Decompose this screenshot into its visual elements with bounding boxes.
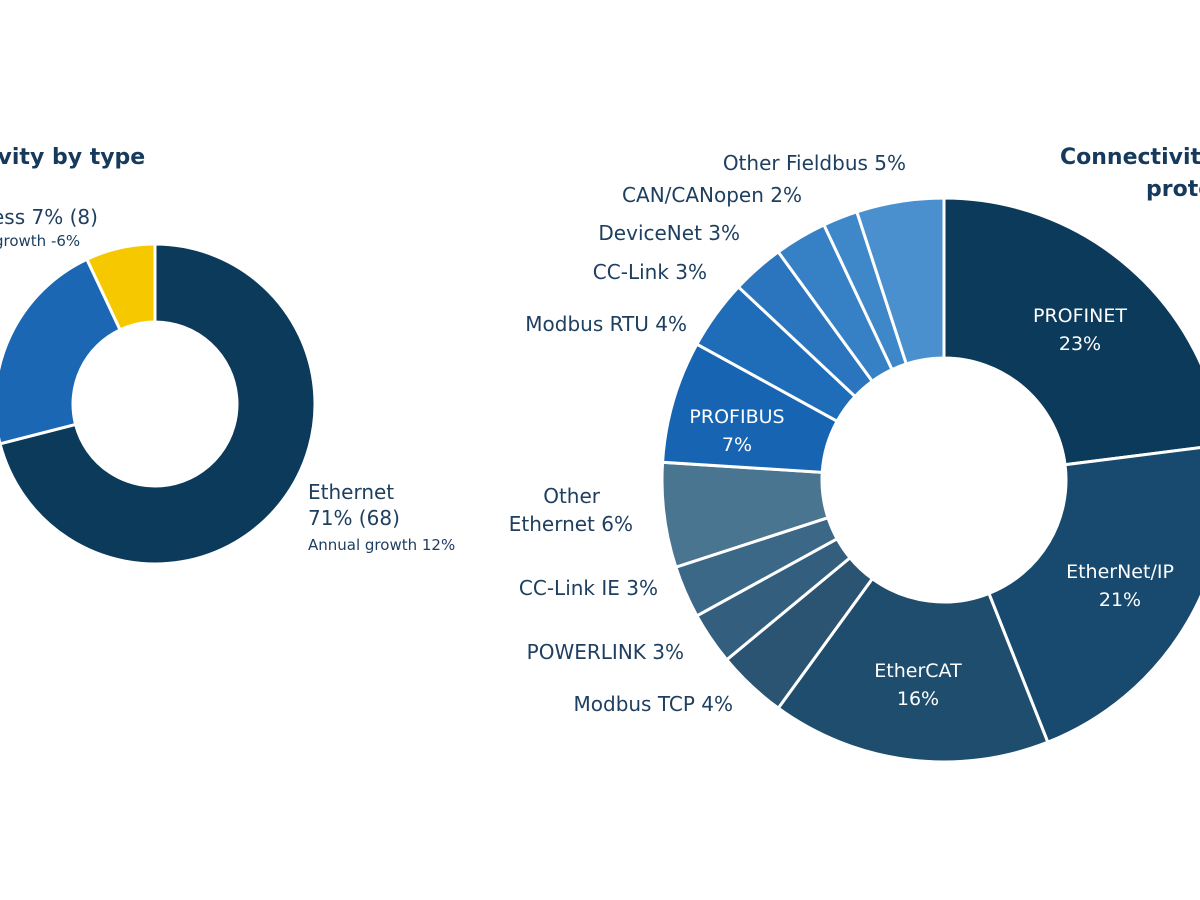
label-ethernet-ip: EtherNet/IP [1066, 561, 1174, 583]
donut-chart-by-protocol: Connectivity proto PROFINET 23% EtherNet… [509, 145, 1200, 764]
chart-title-line-2: proto [1146, 177, 1200, 202]
right-slices [660, 196, 1200, 764]
by-type-slice-2 [84, 242, 157, 332]
label-cc-link-ie: CC-Link IE 3% [519, 576, 658, 600]
label-wireless-growth: growth -6% [0, 232, 80, 250]
by-protocol-slice-0 [942, 196, 1200, 467]
donut-chart-by-type: ivity by type ess 7% (8) growth -6% Ethe… [0, 145, 455, 566]
label-profibus: PROFIBUS [689, 406, 784, 428]
left-slices [0, 242, 317, 566]
label-powerlink: POWERLINK 3% [527, 640, 684, 664]
label-ethernet-growth: Annual growth 12% [308, 536, 455, 554]
label-ethernet: Ethernet [308, 480, 394, 504]
label-devicenet: DeviceNet 3% [598, 221, 740, 245]
chart-title-line-1: Connectivity [1060, 145, 1200, 170]
value-ethernet-ip: 21% [1099, 589, 1141, 611]
label-can-canopen: CAN/CANopen 2% [622, 183, 802, 207]
label-ethercat: EtherCAT [874, 660, 962, 682]
label-ethernet-share: 71% (68) [308, 506, 400, 530]
by-type-slice-0 [0, 242, 317, 566]
label-other-fieldbus: Other Fieldbus 5% [723, 151, 906, 175]
label-modbus-tcp: Modbus TCP 4% [574, 692, 734, 716]
label-other-ethernet-line-1: Other [543, 484, 601, 508]
label-wireless: ess 7% (8) [0, 205, 98, 229]
value-ethercat: 16% [897, 688, 939, 710]
by-protocol-slice-12 [854, 196, 946, 366]
label-modbus-rtu: Modbus RTU 4% [525, 312, 687, 336]
label-profinet: PROFINET [1033, 305, 1127, 327]
by-type-slice-1 [0, 257, 123, 446]
label-other-ethernet-line-2: Ethernet 6% [509, 512, 633, 536]
value-profinet: 23% [1059, 333, 1101, 355]
chart-title-by-type: ivity by type [0, 145, 145, 170]
by-protocol-slice-1 [986, 446, 1200, 745]
value-profibus: 7% [722, 434, 752, 456]
by-protocol-slice-2 [776, 576, 1050, 764]
label-cc-link: CC-Link 3% [593, 260, 707, 284]
